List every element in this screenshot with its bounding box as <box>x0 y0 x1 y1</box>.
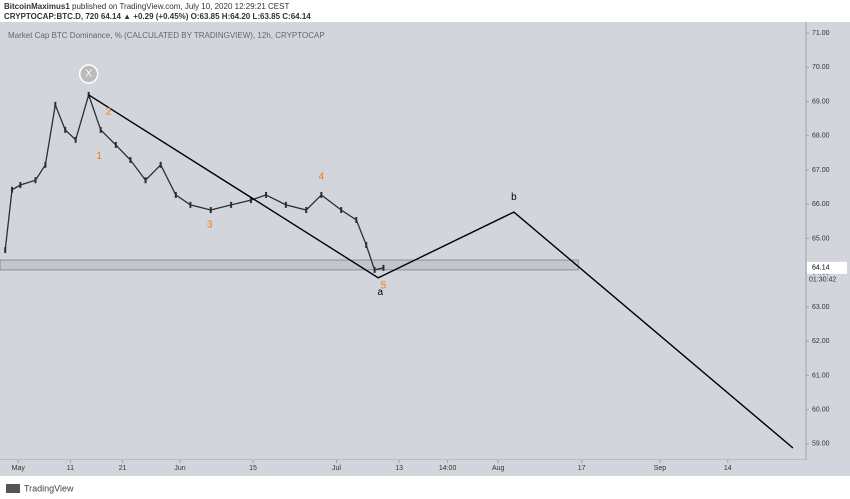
x-tick-label: 14 <box>724 465 732 472</box>
price-bar <box>189 201 192 208</box>
price-bar <box>64 126 67 133</box>
x-tick-label: 17 <box>578 465 586 472</box>
price-bar <box>144 177 147 184</box>
plot-area <box>0 22 806 460</box>
price-bar <box>340 207 343 214</box>
brand: TradingView <box>24 483 74 493</box>
time-axis <box>0 460 850 476</box>
y-tick-label: 67.00 <box>812 167 830 174</box>
price-bar <box>44 161 47 168</box>
price-bar <box>10 186 13 193</box>
x-tick-label: May <box>12 465 26 472</box>
price-bar <box>265 191 268 198</box>
y-tick-label: 65.00 <box>812 235 830 242</box>
chart-title: Market Cap BTC Dominance, % (CALCULATED … <box>8 31 325 40</box>
price-bar <box>249 197 252 204</box>
wave-label: 4 <box>319 171 325 182</box>
price-bar <box>174 191 177 198</box>
symbol-line: CRYPTOCAP:BTC.D, 720 64.14 ▲ +0.29 (+0.4… <box>4 12 311 21</box>
author: BitcoinMaximus1 <box>4 2 70 11</box>
y-tick-label: 63.00 <box>812 304 830 311</box>
brand-logo <box>6 484 20 493</box>
last-price-box <box>807 261 847 274</box>
wave-label: a <box>378 287 384 298</box>
y-tick-label: 59.00 <box>812 441 830 448</box>
price-bar <box>382 264 385 271</box>
x-tick-label: Aug <box>492 465 505 472</box>
x-tick-label: 13 <box>395 465 403 472</box>
wave-label: 3 <box>207 219 213 230</box>
y-tick-label: 71.00 <box>812 30 830 37</box>
price-bar <box>19 182 22 189</box>
price-bar <box>34 177 37 184</box>
price-bar <box>373 266 376 273</box>
y-tick-label: 69.00 <box>812 98 830 105</box>
price-bar <box>4 247 7 254</box>
price-bar <box>355 216 358 223</box>
y-tick-label: 70.00 <box>812 64 830 71</box>
price-bar <box>129 157 132 164</box>
x-tick-label: 21 <box>119 465 127 472</box>
wave-label: 5 <box>381 280 387 291</box>
wave-label: 2 <box>106 106 112 117</box>
price-bar <box>230 201 233 208</box>
y-tick-label: 68.00 <box>812 133 830 140</box>
price-bar <box>99 126 102 133</box>
support-zone <box>0 259 579 271</box>
last-price-label: 64.14 <box>812 265 830 272</box>
price-bar <box>305 207 308 214</box>
x-tick-label: 15 <box>249 465 257 472</box>
wave-label: X <box>85 69 92 80</box>
x-tick-label: Jun <box>174 465 185 472</box>
published: published on TradingView.com, July 10, 2… <box>72 2 289 11</box>
wave-label: 1 <box>96 151 102 162</box>
x-tick-label: 11 <box>67 465 74 472</box>
x-tick-label: Sep <box>654 465 667 472</box>
projection-line <box>88 94 794 449</box>
price-bar <box>284 201 287 208</box>
x-tick-label: 14:00 <box>439 465 457 472</box>
x-tick-label: Jul <box>332 465 341 472</box>
price-bar <box>365 241 368 248</box>
wave-label: b <box>511 192 517 203</box>
price-bar <box>114 141 117 148</box>
countdown: 01:30:42 <box>809 277 836 284</box>
price-bar <box>159 161 162 168</box>
y-tick-label: 62.00 <box>812 338 830 345</box>
annotation-circle <box>78 64 99 84</box>
price-bar <box>320 191 323 198</box>
price-line <box>4 92 384 271</box>
price-axis <box>806 22 850 460</box>
y-tick-label: 66.00 <box>812 201 830 208</box>
price-bar <box>54 101 57 108</box>
price-bar <box>74 136 77 143</box>
y-tick-label: 61.00 <box>812 372 830 379</box>
y-tick-label: 60.00 <box>812 407 830 414</box>
price-bar <box>209 207 212 214</box>
